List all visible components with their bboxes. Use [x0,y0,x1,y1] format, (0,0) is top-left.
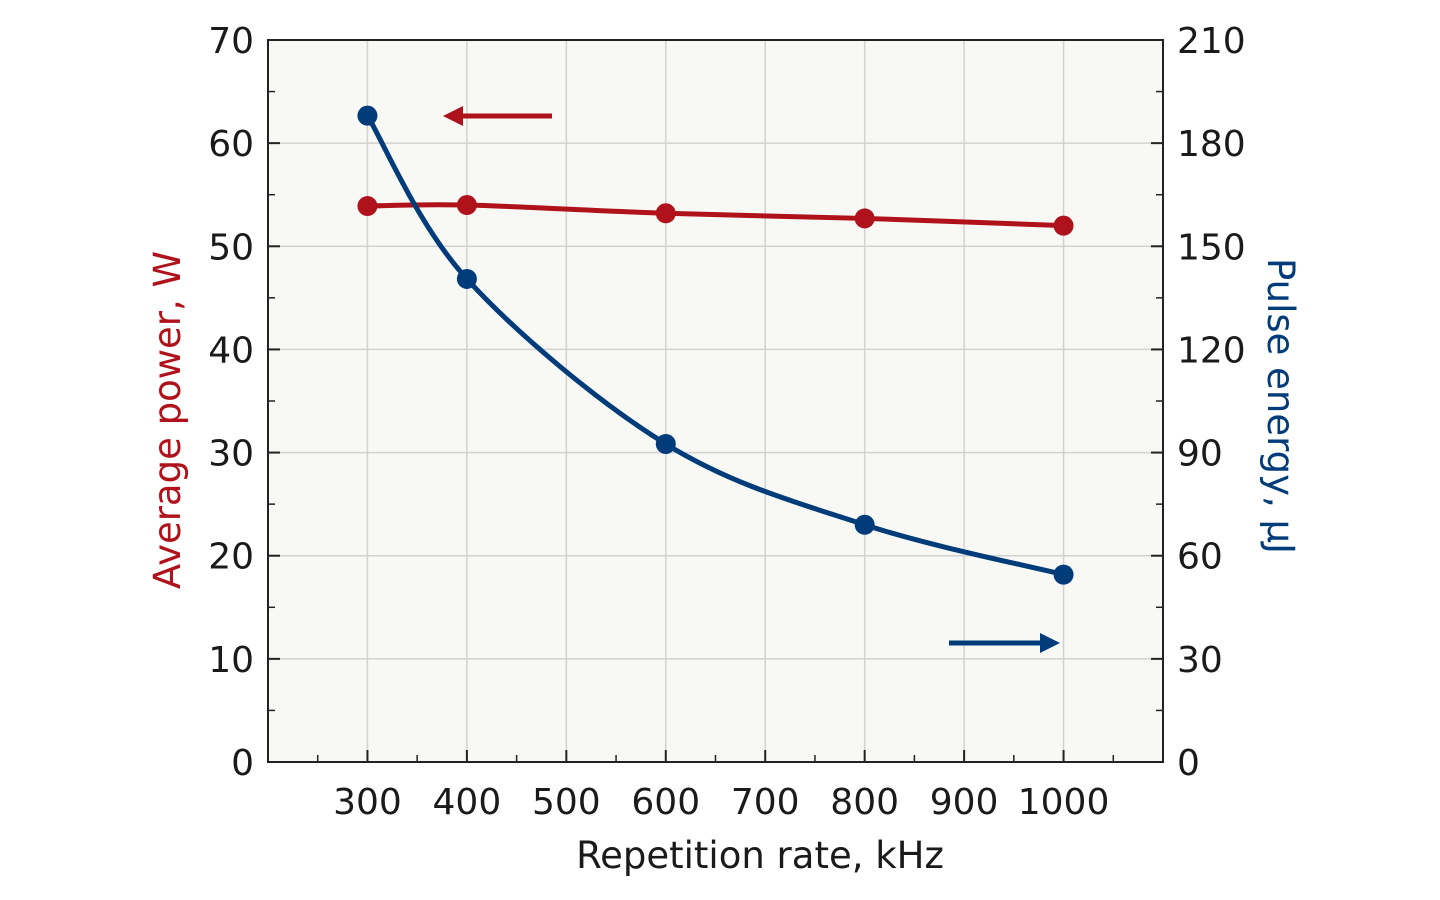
y2-tick-label: 30 [1177,640,1223,681]
x-axis-title: Repetition rate, kHz [576,834,944,877]
ticks-left: 0 10 20 30 40 50 60 70 [208,21,280,784]
pulse-energy-point [357,105,378,126]
x-tick-label: 1000 [1018,782,1110,823]
pulse-energy-point [1053,564,1074,585]
pulse-energy-point [655,433,676,454]
grid-horizontal [268,142,1163,660]
average-power-point [357,196,378,217]
y2-tick-label: 150 [1177,227,1246,268]
y-tick-label: 10 [208,640,254,681]
grid-vertical [366,40,1065,762]
y-tick-label: 30 [208,434,254,475]
y2-tick-label: 120 [1177,330,1246,371]
annotation-layer [443,106,1060,653]
y2-tick-label: 60 [1177,537,1223,578]
y2-tick-label: 90 [1177,434,1223,475]
y2-tick-label: 180 [1177,124,1246,165]
y-tick-label: 50 [208,227,254,268]
y-tick-label: 20 [208,537,254,578]
average-power-point [854,208,875,229]
x-tick-label: 400 [433,782,502,823]
ticks-bottom: 300 400 500 600 700 800 900 1000 [316,750,1115,823]
y-tick-label: 60 [208,124,254,165]
x-tick-label: 300 [333,782,402,823]
x-tick-label: 900 [930,782,999,823]
y-tick-label: 40 [208,330,254,371]
average-power-point [456,195,477,216]
y-tick-label: 70 [208,21,254,62]
plot-background [268,40,1163,762]
y2-tick-label: 0 [1177,743,1200,784]
y-tick-label: 0 [231,743,254,784]
y-axis-title: Average power, W [146,251,189,589]
left-arrow-icon [443,106,463,126]
ticks-right: 0 30 60 90 120 150 180 210 [1151,21,1246,784]
average-power-point [655,203,676,224]
y2-tick-label: 210 [1177,21,1246,62]
x-tick-label: 500 [532,782,601,823]
x-tick-label: 600 [631,782,700,823]
y2-axis-title: Pulse energy, μJ [1259,258,1302,554]
x-tick-label: 800 [830,782,899,823]
average-power-point [1053,215,1074,236]
series-layer [357,105,1074,585]
pulse-energy-point [854,514,875,535]
x-tick-label: 700 [731,782,800,823]
pulse-energy-point [456,268,477,289]
right-arrow-icon [1040,633,1060,653]
